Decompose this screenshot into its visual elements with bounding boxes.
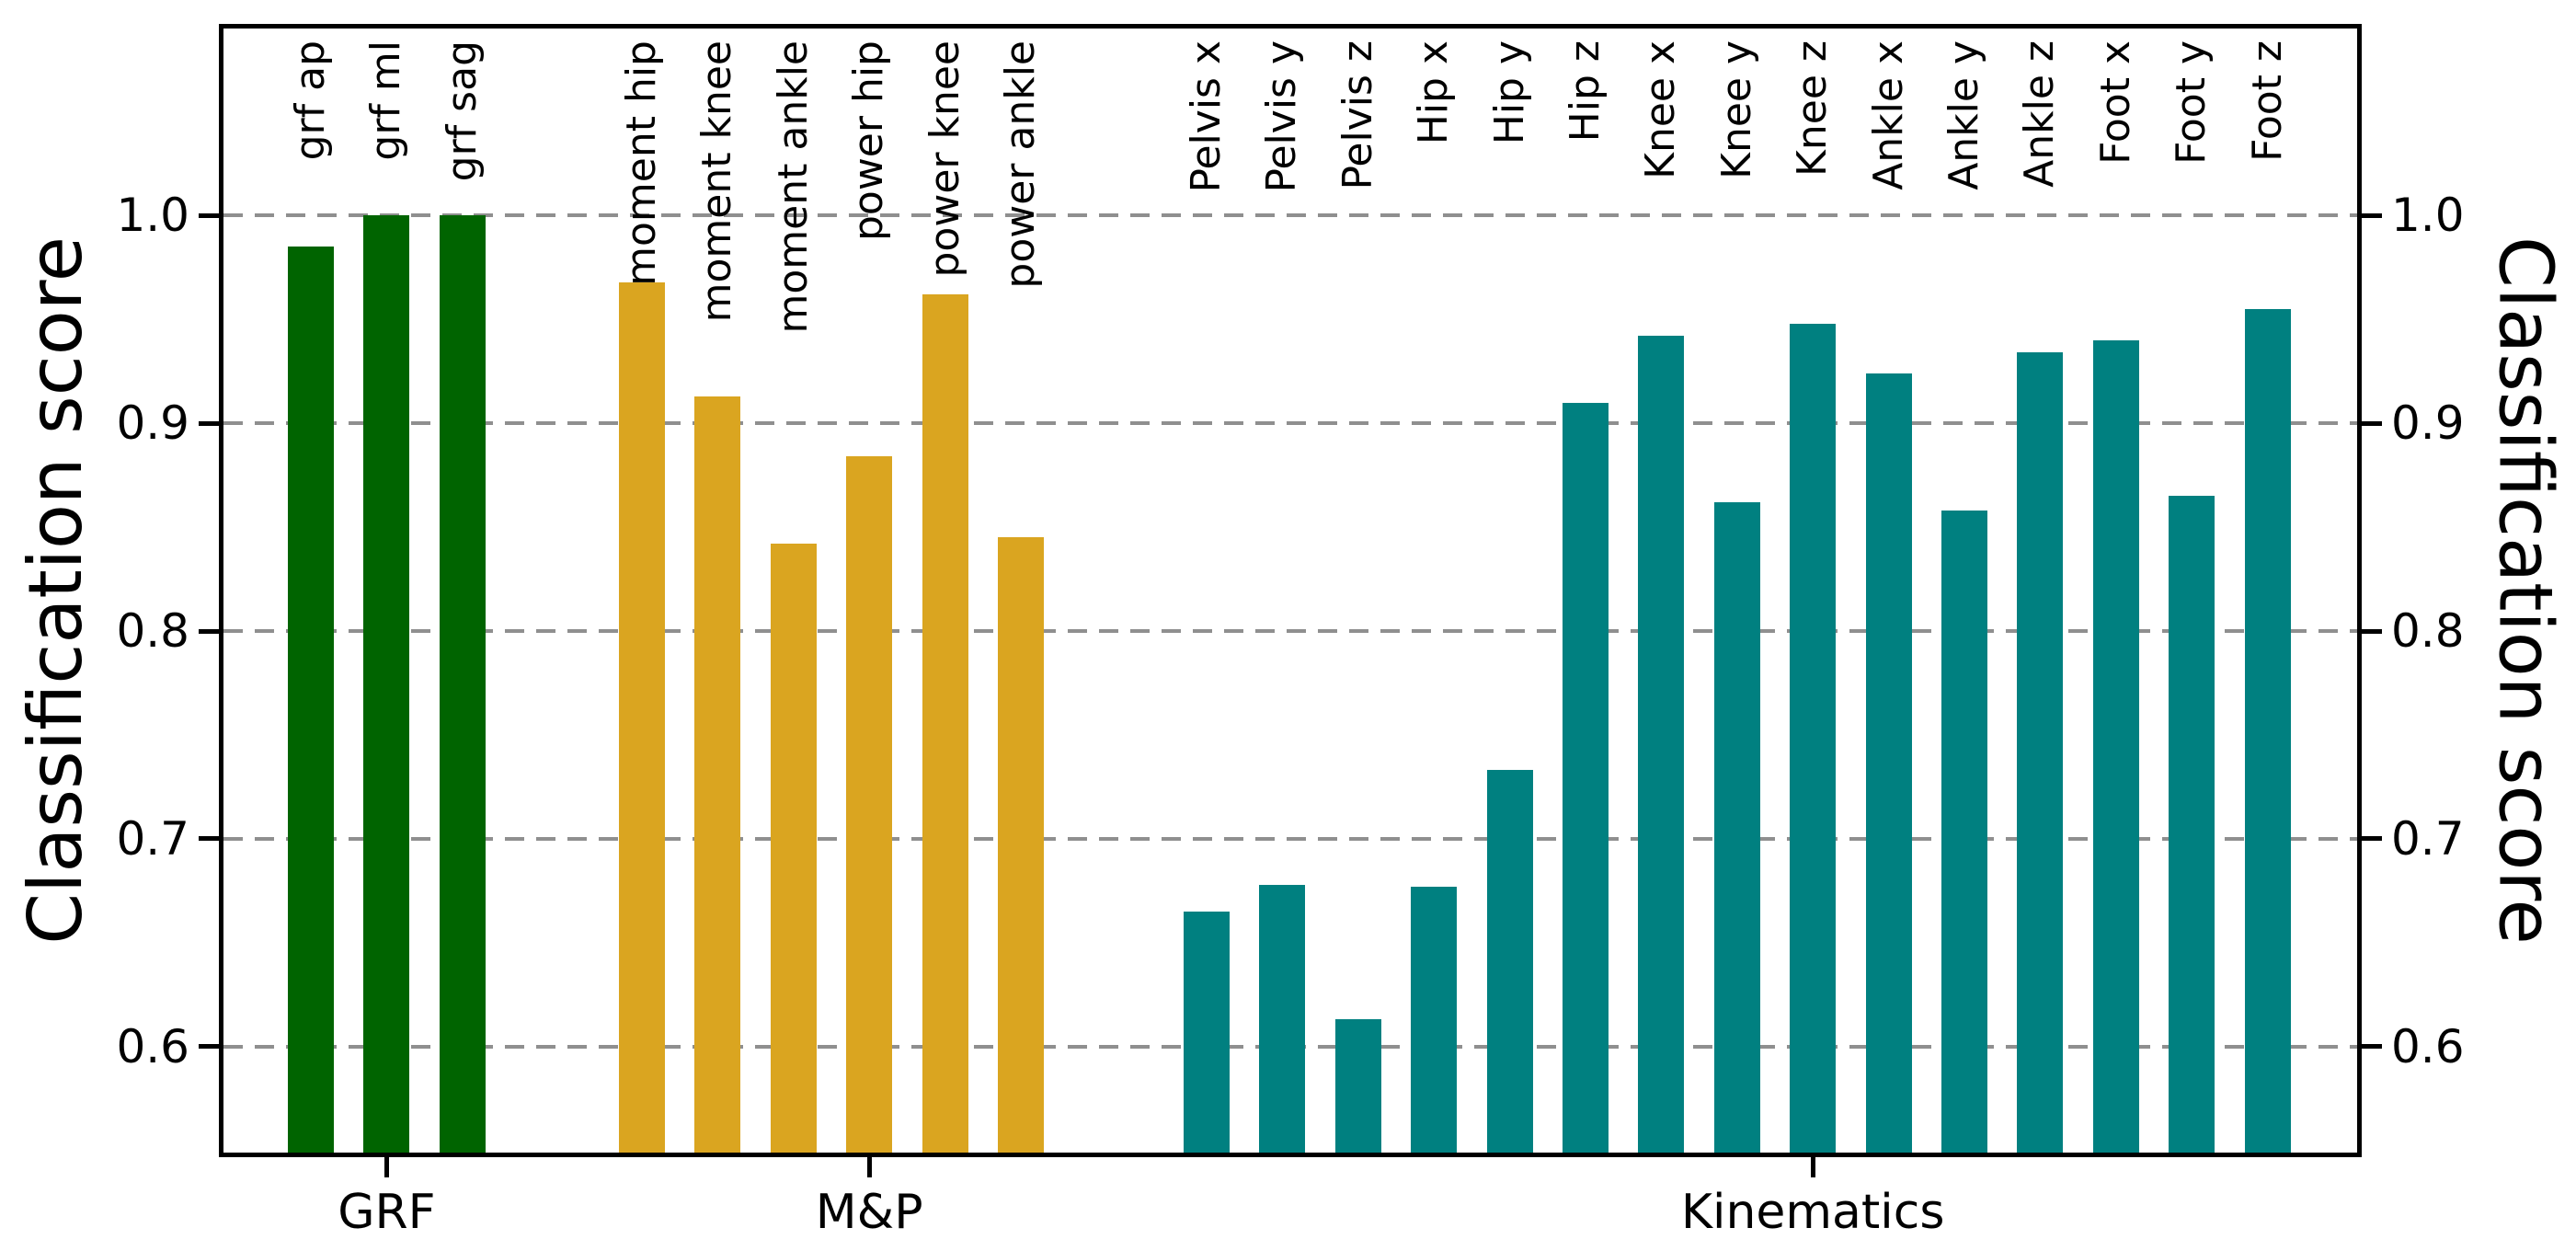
bar-foot-x xyxy=(2092,339,2139,1153)
bar-label-grf-ml: grf ml xyxy=(362,40,410,161)
x-tick-label-grf: GRF xyxy=(338,1185,436,1240)
bar-grf-ap xyxy=(288,247,334,1153)
bar-label-moment-knee: moment knee xyxy=(693,40,741,323)
y-tick-right-1.0 xyxy=(2362,212,2382,218)
bar-hip-y xyxy=(1486,770,1533,1153)
bar-label-moment-ankle: moment ankle xyxy=(769,40,817,334)
x-tick-label-kinematics: Kinematics xyxy=(1680,1185,1945,1240)
bar-label-foot-z: Foot z xyxy=(2243,40,2291,162)
bar-label-pelvis-y: Pelvis y xyxy=(1258,40,1306,193)
bar-label-power-ankle: power ankle xyxy=(997,40,1044,289)
bar-label-ankle-x: Ankle x xyxy=(1864,40,1912,190)
bar-ankle-x xyxy=(1865,373,1912,1153)
y-tick-left-0.7 xyxy=(199,836,219,842)
bar-pelvis-y xyxy=(1259,884,1306,1153)
x-tick-grf xyxy=(384,1157,389,1177)
bar-foot-y xyxy=(2169,496,2215,1153)
y-tick-right-0.7 xyxy=(2362,836,2382,842)
gridline-1.0 xyxy=(223,213,2357,218)
bar-pelvis-x xyxy=(1184,911,1230,1153)
bar-moment-knee xyxy=(694,396,741,1153)
bar-foot-z xyxy=(2244,308,2291,1153)
bar-label-knee-y: Knee y xyxy=(1712,40,1760,179)
bar-label-hip-z: Hip z xyxy=(1562,40,1609,143)
bar-label-hip-y: Hip y xyxy=(1485,40,1533,145)
y-axis-title-right: Classification score xyxy=(2482,236,2569,945)
y-tick-left-0.9 xyxy=(199,420,219,426)
y-tick-right-0.6 xyxy=(2362,1044,2382,1050)
y-tick-label-right-0.7: 0.7 xyxy=(2391,811,2465,866)
y-tick-left-0.6 xyxy=(199,1044,219,1050)
bar-label-foot-y: Foot y xyxy=(2168,40,2215,165)
y-tick-label-right-0.8: 0.8 xyxy=(2391,604,2465,659)
bar-moment-ankle xyxy=(770,544,817,1153)
x-tick-kinematics xyxy=(1810,1157,1815,1177)
bar-label-knee-z: Knee z xyxy=(1789,40,1837,177)
bar-label-power-knee: power knee xyxy=(921,40,968,278)
bar-label-ankle-z: Ankle z xyxy=(2016,40,2064,188)
bar-pelvis-z xyxy=(1334,1019,1381,1153)
y-tick-label-left-0.9: 0.9 xyxy=(116,396,189,451)
y-tick-label-left-0.7: 0.7 xyxy=(116,811,189,866)
bar-label-pelvis-z: Pelvis z xyxy=(1334,40,1381,190)
bar-label-knee-x: Knee x xyxy=(1637,40,1685,179)
bar-power-knee xyxy=(922,294,968,1153)
y-tick-left-1.0 xyxy=(199,212,219,218)
bar-grf-sag xyxy=(439,215,486,1153)
bar-hip-x xyxy=(1411,886,1458,1153)
x-tick-label-m-p: M&P xyxy=(815,1185,923,1240)
bar-label-moment-hip: moment hip xyxy=(618,40,665,286)
y-axis-title-right-wrap: Classification score xyxy=(2479,24,2571,1157)
bar-moment-hip xyxy=(619,281,665,1153)
bar-label-grf-sag: grf sag xyxy=(438,40,486,182)
gridline-0.9 xyxy=(223,421,2357,426)
bar-label-grf-ap: grf ap xyxy=(287,40,334,161)
y-tick-right-0.8 xyxy=(2362,628,2382,634)
bar-label-pelvis-x: Pelvis x xyxy=(1183,40,1230,193)
gridline-0.7 xyxy=(223,836,2357,841)
bar-label-power-hip: power hip xyxy=(845,40,893,242)
bar-knee-z xyxy=(1790,323,1837,1153)
bar-ankle-y xyxy=(1941,511,1987,1153)
bar-ankle-z xyxy=(2017,352,2064,1153)
bar-label-hip-x: Hip x xyxy=(1410,40,1458,145)
bar-knee-y xyxy=(1713,502,1760,1153)
bar-power-hip xyxy=(846,456,893,1153)
bar-label-foot-x: Foot x xyxy=(2091,40,2139,165)
y-tick-left-0.8 xyxy=(199,628,219,634)
bar-power-ankle xyxy=(998,537,1044,1153)
y-tick-label-right-1.0: 1.0 xyxy=(2391,189,2465,243)
y-tick-right-0.9 xyxy=(2362,420,2382,426)
bar-knee-x xyxy=(1638,336,1685,1153)
y-tick-label-left-1.0: 1.0 xyxy=(116,189,189,243)
bar-hip-z xyxy=(1563,402,1609,1153)
y-tick-label-right-0.9: 0.9 xyxy=(2391,396,2465,451)
gridline-0.8 xyxy=(223,629,2357,634)
x-tick-m-p xyxy=(866,1157,872,1177)
bar-label-ankle-y: Ankle y xyxy=(1941,40,1987,190)
y-tick-label-left-0.8: 0.8 xyxy=(116,604,189,659)
bar-grf-ml xyxy=(363,215,410,1153)
y-tick-label-left-0.6: 0.6 xyxy=(116,1019,189,1073)
y-tick-label-right-0.6: 0.6 xyxy=(2391,1019,2465,1073)
